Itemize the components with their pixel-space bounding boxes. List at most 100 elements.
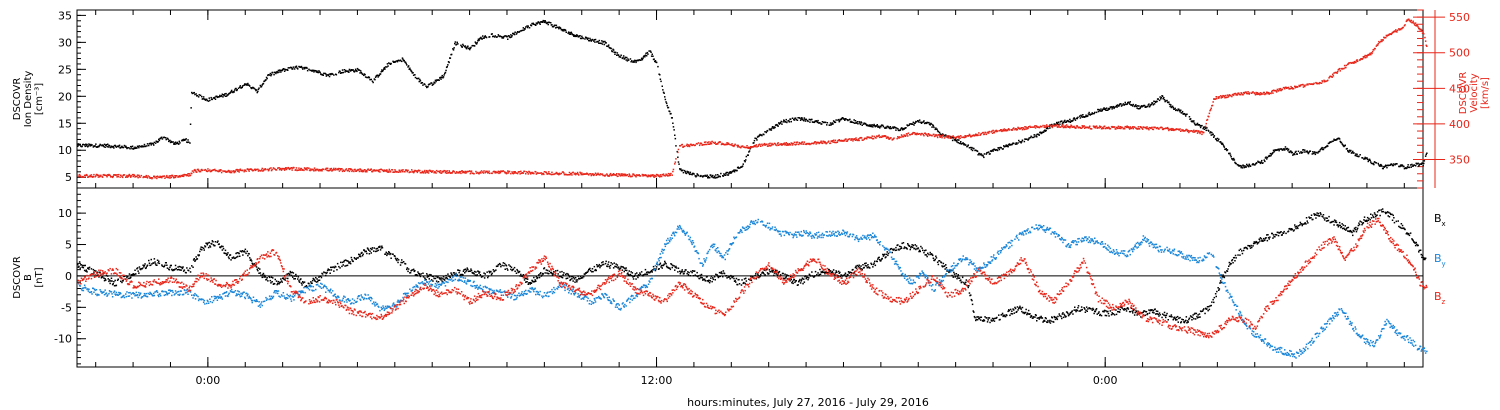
bx-point (707, 280, 710, 283)
velocity-point (1380, 39, 1383, 41)
velocity-point (642, 175, 644, 177)
bx-point (101, 276, 104, 278)
bx-point (450, 272, 452, 274)
velocity-point (494, 172, 496, 174)
velocity-point (421, 170, 424, 173)
velocity-point (451, 172, 453, 174)
bx-point (308, 282, 310, 285)
density-point (1008, 143, 1011, 145)
velocity-point (430, 170, 432, 172)
density-point (1151, 102, 1154, 104)
density-point (182, 138, 185, 141)
velocity-point (129, 175, 131, 177)
density-point (918, 119, 921, 121)
bx-point (259, 272, 262, 274)
density-point (641, 58, 644, 61)
density-point (951, 137, 953, 139)
density-point (343, 69, 346, 71)
velocity-point (1065, 124, 1068, 126)
velocity-point (1004, 129, 1007, 131)
density-point (403, 59, 405, 62)
density-point (776, 123, 778, 126)
density-point (864, 122, 867, 125)
velocity-point (1374, 47, 1376, 50)
density-point (202, 98, 204, 100)
velocity-point (242, 169, 244, 171)
velocity-point (1196, 132, 1199, 134)
density-point (468, 47, 470, 49)
density-point (1056, 122, 1059, 124)
density-point (869, 124, 871, 126)
density-point (159, 137, 162, 140)
bx-point (644, 268, 647, 271)
bx-point (84, 264, 86, 267)
density-point (564, 29, 567, 32)
density-point (242, 85, 244, 87)
density-point (576, 34, 578, 36)
bx-point (543, 267, 546, 269)
density-point (1061, 120, 1063, 122)
bx-point (394, 255, 396, 257)
velocity-point (378, 169, 381, 171)
velocity-point (921, 132, 923, 135)
velocity-point (1004, 129, 1006, 132)
density-point (278, 71, 280, 73)
density-point (87, 145, 90, 147)
density-point (223, 94, 225, 97)
bx-point (389, 253, 391, 256)
density-point (1081, 116, 1083, 118)
bx-point (571, 278, 573, 280)
density-point (338, 71, 340, 74)
density-point (908, 124, 910, 126)
velocity-point (698, 144, 701, 147)
density-point (655, 61, 658, 64)
velocity-point (422, 172, 425, 174)
density-point (1323, 147, 1325, 149)
bx-point (615, 263, 617, 265)
density-point (1146, 105, 1149, 108)
density-point (726, 171, 729, 174)
density-point (414, 76, 417, 79)
velocity-point (453, 171, 455, 173)
density-point (497, 34, 500, 36)
velocity-point (655, 175, 657, 178)
velocity-point (1305, 84, 1307, 86)
velocity-point (1345, 64, 1348, 67)
velocity-point (606, 173, 608, 175)
density-point (202, 96, 205, 98)
velocity-point (957, 135, 959, 138)
velocity-point (326, 169, 328, 172)
density-point (772, 126, 774, 128)
density-point (1105, 107, 1108, 109)
bx-point (96, 271, 99, 273)
velocity-point (207, 170, 210, 172)
density-point (943, 134, 946, 137)
velocity-point (1404, 24, 1406, 26)
bx-point (365, 250, 367, 253)
bx-point (178, 265, 181, 268)
density-point (1347, 150, 1349, 152)
bx-point (452, 274, 454, 277)
velocity-point (1411, 21, 1414, 24)
bx-point (519, 275, 521, 277)
density-point (931, 126, 933, 128)
density-point (870, 124, 872, 126)
velocity-point (1223, 95, 1226, 98)
velocity-point (383, 170, 385, 173)
velocity-point (740, 146, 742, 149)
velocity-point (707, 143, 710, 145)
density-point (1178, 108, 1180, 111)
density-point (494, 35, 496, 37)
velocity-point (730, 144, 733, 146)
velocity-point (519, 173, 521, 175)
bx-point (740, 284, 743, 286)
bx-point (404, 263, 407, 265)
density-point (1079, 117, 1082, 119)
velocity-point (679, 145, 682, 147)
bx-point (523, 279, 526, 281)
velocity-point (1046, 125, 1049, 128)
density-point (600, 42, 602, 45)
bx-point (604, 262, 607, 265)
bx-point (702, 279, 704, 281)
velocity-point (1313, 82, 1315, 85)
